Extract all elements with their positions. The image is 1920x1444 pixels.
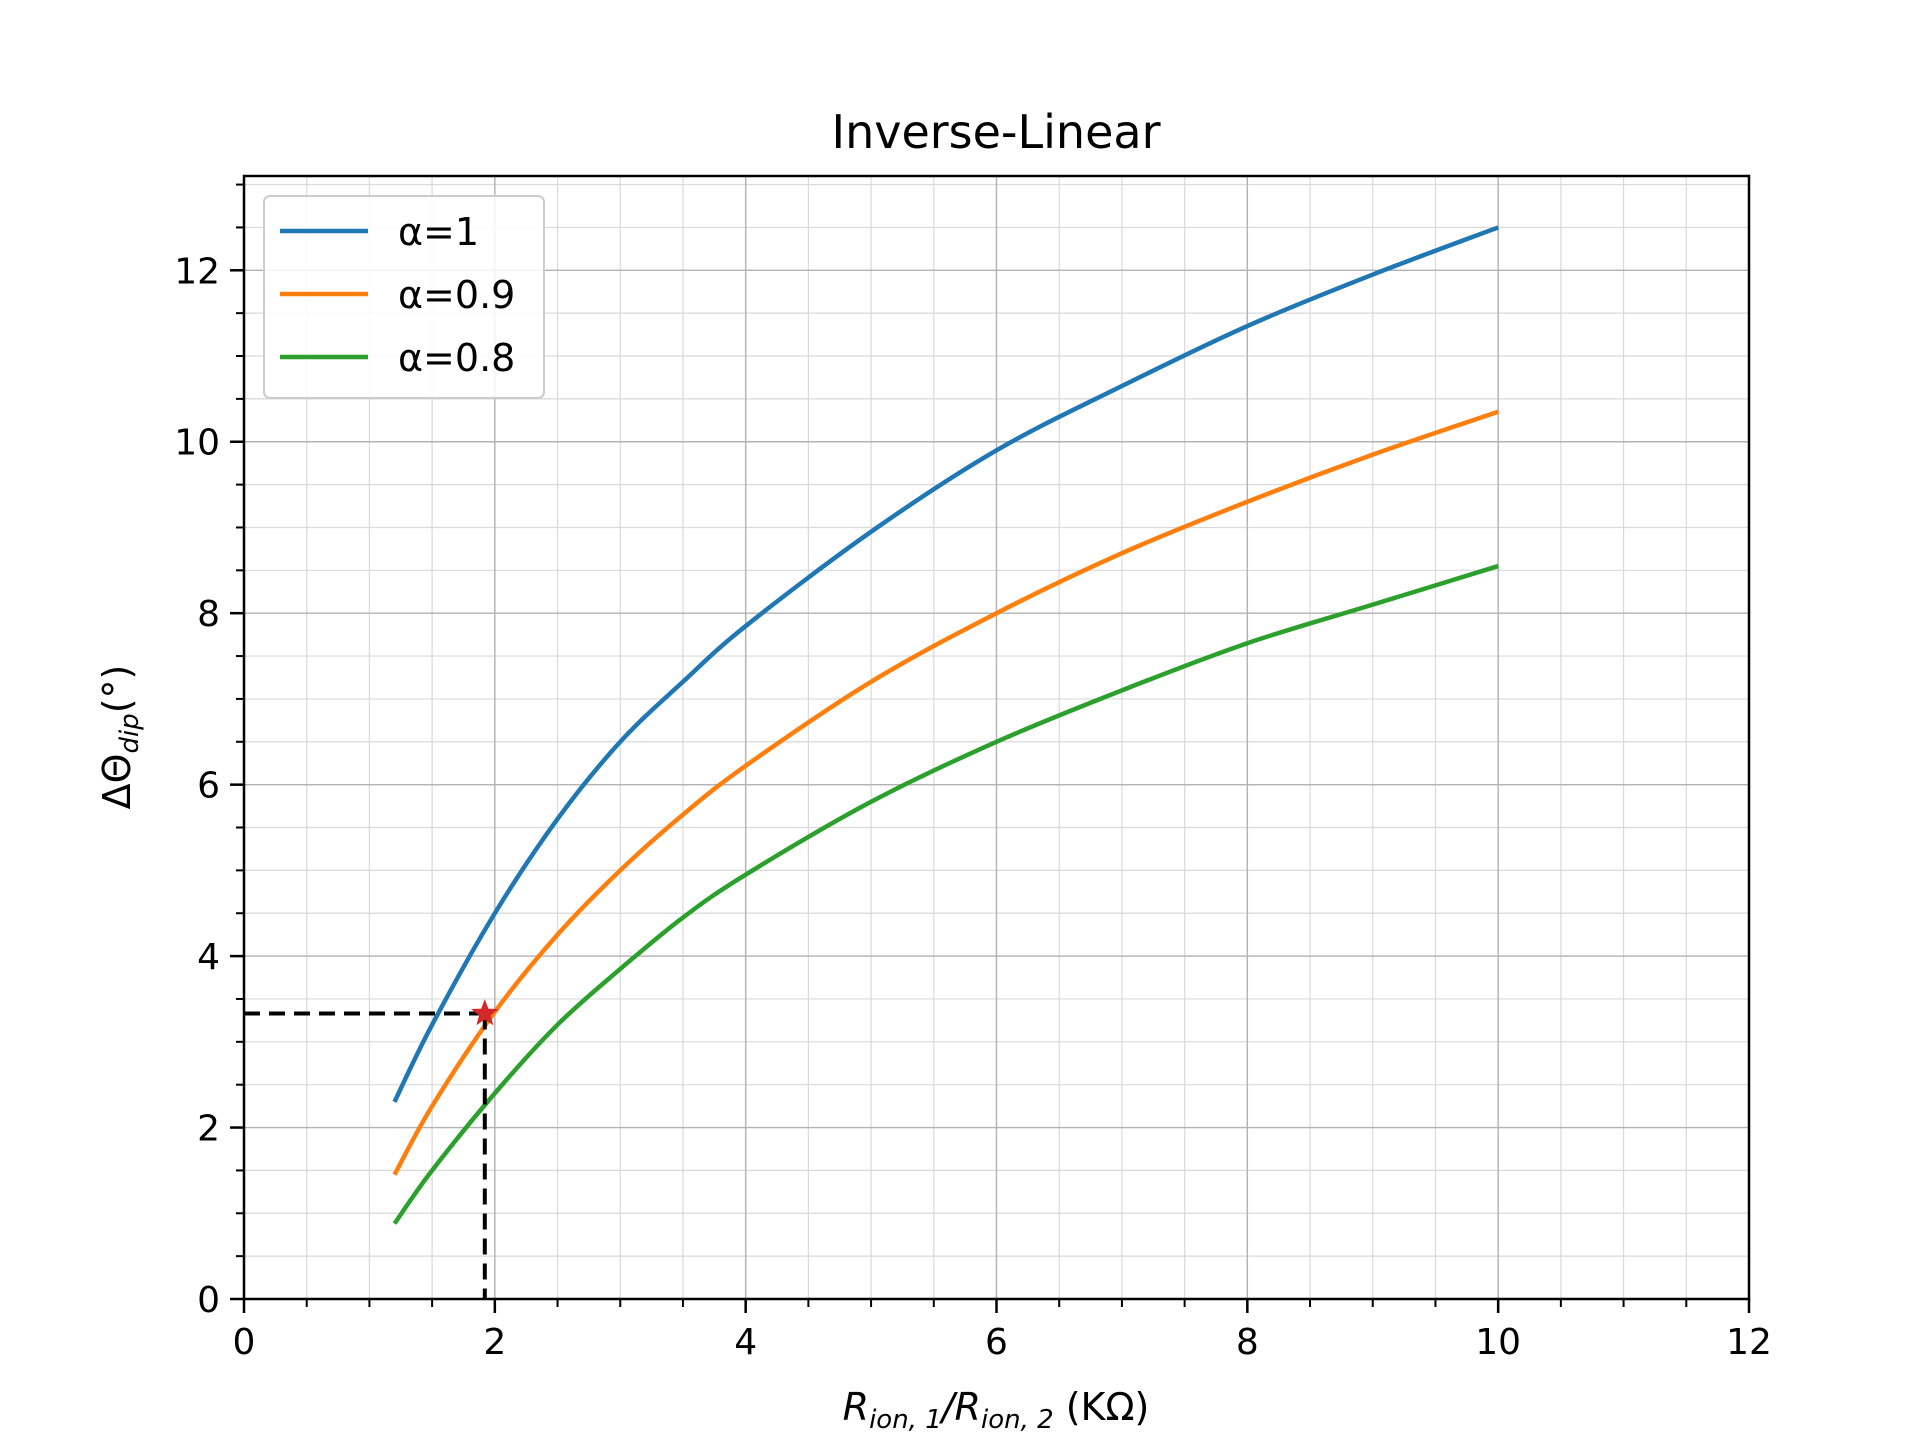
marker-layer (471, 999, 499, 1026)
y-tick-label: 6 (197, 766, 220, 807)
legend-box (263, 195, 545, 399)
y-tick-label: 8 (197, 594, 220, 635)
legend: α=1 α=0.9 α=0.8 (263, 195, 545, 399)
y-tick-label: 4 (197, 937, 220, 978)
y-tick-label: 0 (197, 1280, 220, 1321)
x-tick-label: 12 (1726, 1322, 1772, 1363)
y-tick-label: 2 (197, 1109, 220, 1150)
x-tick-label: 6 (985, 1322, 1008, 1363)
x-tick-label: 2 (483, 1322, 506, 1363)
x-tick-label: 0 (233, 1322, 256, 1363)
series-line-1 (392, 409, 1499, 1176)
series-layer (392, 225, 1499, 1225)
x-tick-label: 10 (1475, 1322, 1521, 1363)
x-tick-label: 8 (1236, 1322, 1259, 1363)
chart-title: Inverse-Linear (832, 105, 1161, 159)
tick-labels: 0 2 4 6 8 10 12 0 2 4 6 8 10 12 (174, 251, 1772, 1363)
y-tick-label: 12 (174, 251, 220, 292)
legend-label-alpha-0-9: α=0.9 (398, 273, 515, 317)
axis-ticks (230, 183, 1751, 1313)
series-line-2 (392, 563, 1499, 1225)
x-tick-label: 4 (734, 1322, 757, 1363)
y-tick-label: 10 (174, 423, 220, 464)
legend-label-alpha-0-8: α=0.8 (398, 336, 515, 380)
series-line-0 (392, 225, 1499, 1103)
y-axis-label: ΔΘdip(°) (95, 665, 145, 810)
x-axis-label: Rion, 1/Rion, 2 (KΩ) (843, 1385, 1150, 1435)
guide-lines (244, 1011, 487, 1299)
intersection-star-marker (471, 999, 499, 1026)
legend-label-alpha-1: α=1 (398, 210, 479, 254)
